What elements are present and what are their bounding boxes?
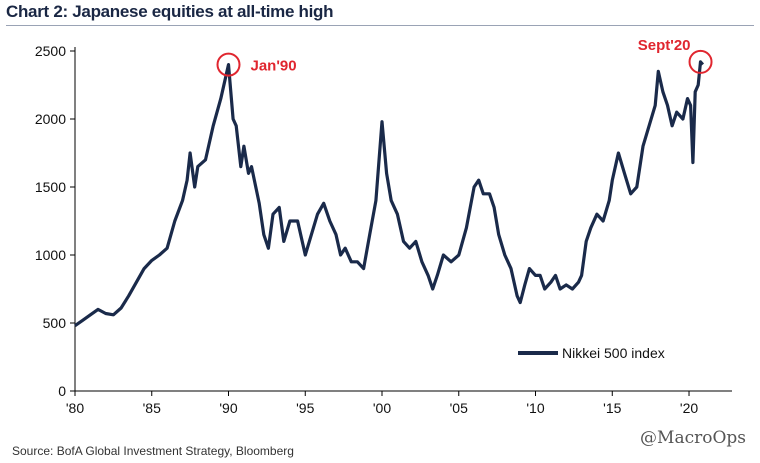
annotations: Jan'90 Sept'20 (216, 37, 713, 77)
axes (70, 47, 732, 396)
x-tick-label: '80 (66, 400, 84, 416)
tick-labels: 0 500 1000 1500 2000 2500 '80 '85 '90 '95 '00 '05 '1… (35, 43, 699, 416)
chart-title: Chart 2: Japanese equities at all-time h… (6, 2, 334, 21)
legend: Nikkei 500 index (518, 345, 665, 361)
x-tick-label: '85 (143, 400, 161, 416)
x-tick-label: '10 (526, 400, 544, 416)
x-tick-label: '15 (603, 400, 621, 416)
x-tick-label: '05 (450, 400, 468, 416)
x-tick-label: '20 (680, 400, 698, 416)
annotation-circle (688, 49, 713, 74)
watermark: @MacroOps (640, 428, 746, 448)
source-note: Source: BofA Global Investment Strategy,… (12, 444, 294, 458)
y-tick-label: 1000 (35, 247, 66, 263)
y-tick-label: 0 (58, 383, 66, 399)
legend-label: Nikkei 500 index (562, 345, 665, 361)
y-tick-label: 500 (43, 315, 67, 331)
y-tick-label: 2000 (35, 111, 66, 127)
annotation-label: Jan'90 (251, 58, 297, 75)
y-tick-label: 1500 (35, 179, 66, 195)
x-tick-label: '90 (219, 400, 237, 416)
x-tick-label: '95 (296, 400, 314, 416)
annotation-label: Sept'20 (638, 37, 691, 54)
annotation-circle (216, 52, 241, 77)
series-line (74, 60, 705, 328)
series-layer (74, 60, 705, 328)
title-divider (6, 25, 754, 26)
x-tick-label: '00 (373, 400, 391, 416)
y-tick-label: 2500 (35, 43, 66, 59)
